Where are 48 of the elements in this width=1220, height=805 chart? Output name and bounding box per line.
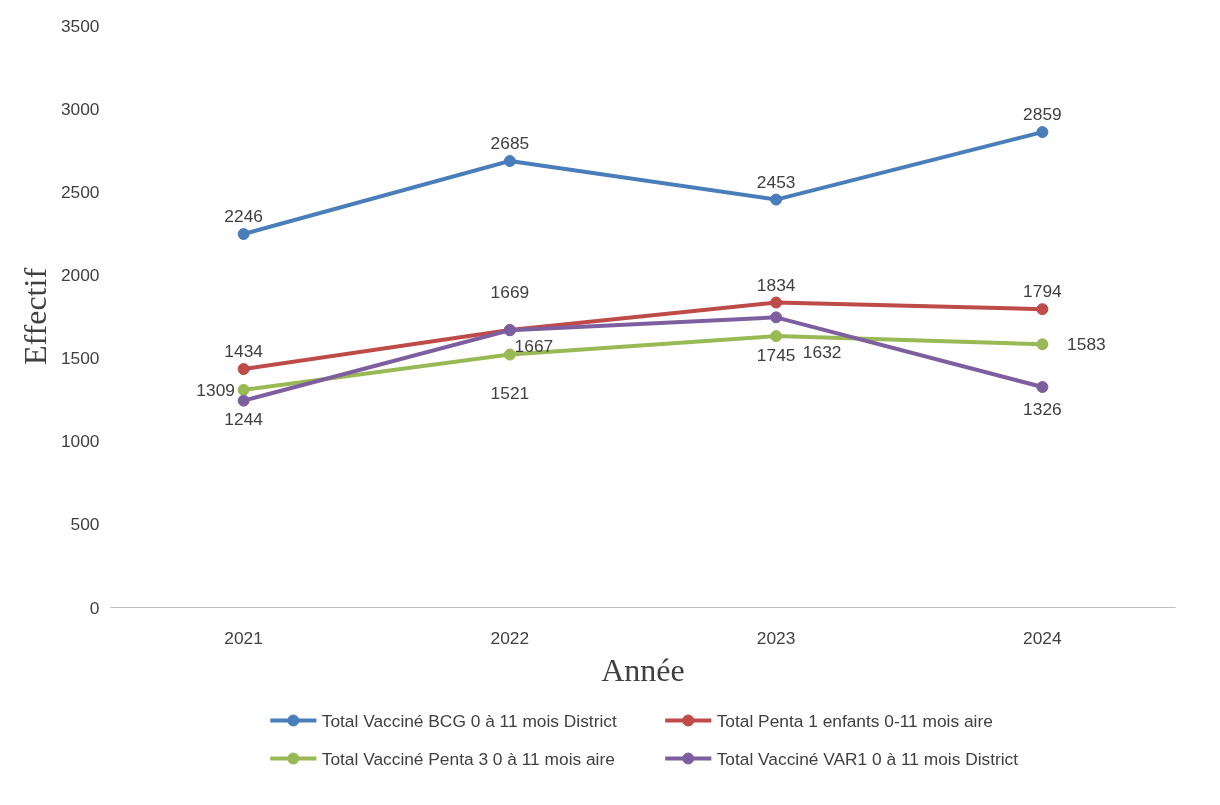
y-tick-label: 500 bbox=[70, 514, 100, 535]
data-label: 1794 bbox=[1023, 281, 1063, 302]
point bbox=[237, 228, 250, 241]
data-label: 2246 bbox=[224, 206, 263, 227]
data-label: 1521 bbox=[490, 382, 530, 403]
data-label: 1632 bbox=[802, 342, 842, 363]
legend-label: Total Vacciné BCG 0 à 11 mois District bbox=[321, 710, 617, 731]
data-label: 1583 bbox=[1067, 334, 1106, 355]
legend-label: Total Vacciné VAR1 0 à 11 mois District bbox=[716, 748, 1019, 769]
data-label: 2453 bbox=[756, 171, 796, 192]
y-axis-title: Effectif bbox=[16, 267, 53, 366]
y-tick-label: 1500 bbox=[60, 348, 100, 369]
legend-label: Total Vacciné Penta 3 0 à 11 mois aire bbox=[321, 748, 615, 769]
y-tick-label: 3000 bbox=[60, 98, 100, 119]
point bbox=[770, 193, 783, 206]
data-label: 2685 bbox=[490, 133, 530, 154]
point bbox=[770, 311, 783, 324]
point bbox=[1036, 303, 1049, 316]
y-tick-label: 3500 bbox=[60, 15, 100, 36]
y-tick-label: 2000 bbox=[60, 264, 100, 285]
point bbox=[1036, 126, 1049, 139]
data-label: 1669 bbox=[490, 281, 530, 302]
data-label: 1309 bbox=[196, 379, 235, 400]
legend-label: Total Penta 1 enfants 0-11 mois aire bbox=[716, 710, 993, 731]
data-label: 1434 bbox=[224, 341, 264, 362]
y-tick-label: 0 bbox=[89, 597, 100, 618]
point bbox=[770, 330, 783, 343]
point bbox=[237, 363, 250, 376]
x-tick-label: 2023 bbox=[756, 627, 796, 648]
point bbox=[1036, 381, 1049, 393]
point bbox=[770, 296, 783, 309]
point bbox=[1036, 338, 1049, 351]
data-label: 1667 bbox=[514, 336, 554, 357]
x-tick-label: 2021 bbox=[224, 627, 263, 648]
x-tick-label: 2022 bbox=[490, 627, 530, 648]
point bbox=[503, 348, 516, 361]
x-tick-label: 2024 bbox=[1023, 627, 1063, 648]
data-label: 2859 bbox=[1023, 104, 1062, 125]
x-axis-title: Année bbox=[601, 651, 685, 688]
point bbox=[237, 383, 250, 396]
data-label: 1244 bbox=[224, 408, 264, 429]
data-label: 1745 bbox=[756, 345, 796, 366]
data-label: 1326 bbox=[1023, 399, 1062, 420]
y-tick-label: 2500 bbox=[60, 181, 100, 202]
point bbox=[237, 394, 250, 407]
data-label: 1834 bbox=[756, 274, 796, 295]
point bbox=[503, 155, 516, 168]
y-tick-label: 1000 bbox=[60, 431, 100, 452]
